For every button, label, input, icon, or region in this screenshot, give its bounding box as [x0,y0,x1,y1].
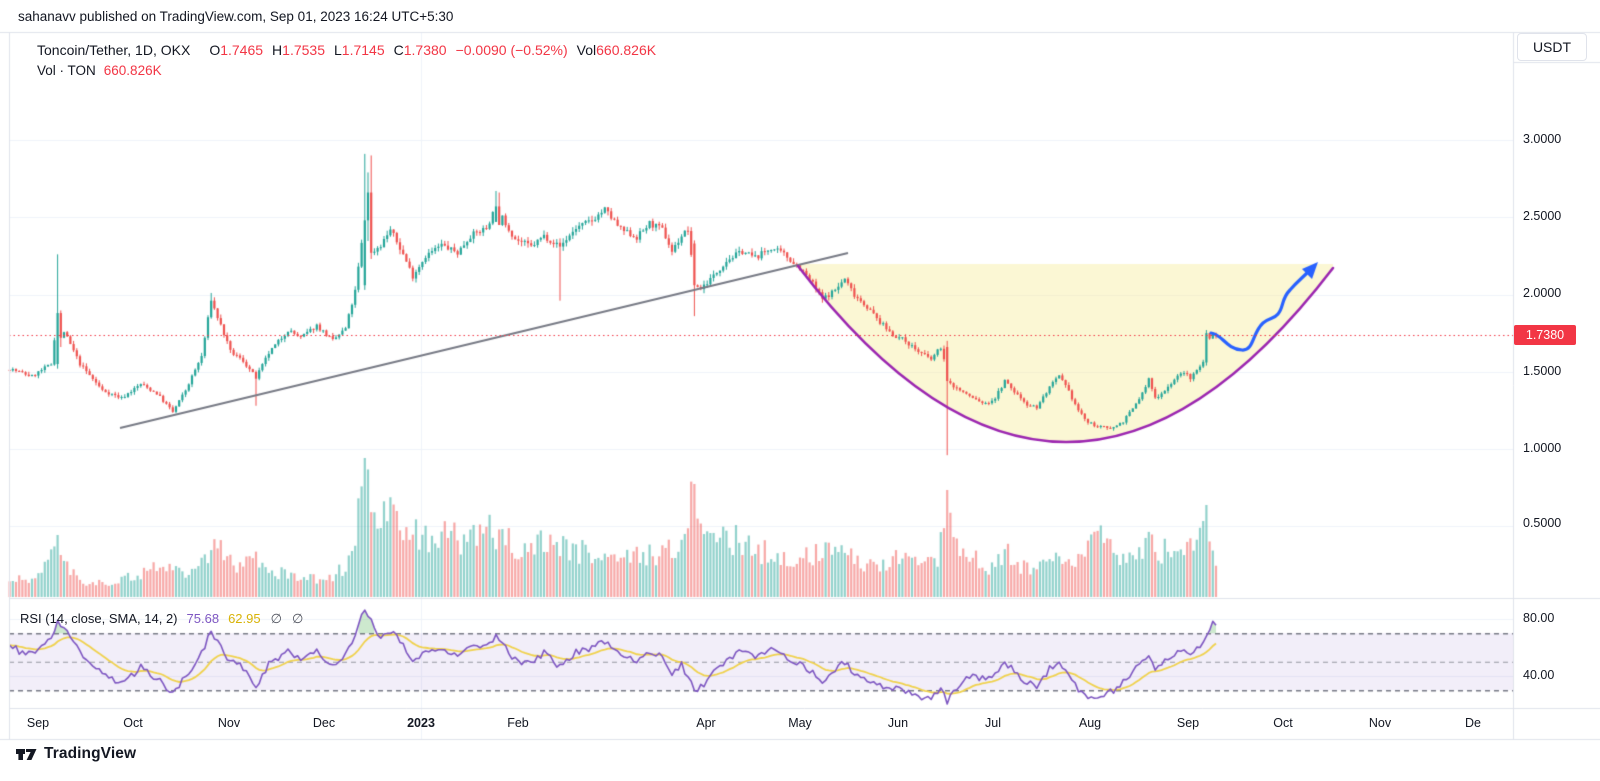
close-label: C [393,42,404,58]
current-price-badge: 1.7380 [1514,325,1576,345]
time-axis-label: Jul [985,716,1001,730]
volume-label: Vol [576,42,597,58]
time-axis-label: Apr [696,716,716,730]
time-axis-label: Oct [1273,716,1293,730]
time-axis-label: De [1465,716,1481,730]
time-axis-label: Nov [1368,716,1392,730]
rsi-axis-label: 40.00 [1523,668,1555,682]
price-axis-label: 3.0000 [1523,132,1562,146]
rsi-value: 75.68 [186,611,220,626]
time-axis-label: Jun [887,716,909,730]
low-label: L [333,42,342,58]
rsi-axis-label: 80.00 [1523,611,1555,625]
open-value: 1.7465 [220,42,264,58]
volume-indicator-title: Vol · TON [37,63,96,78]
change-value: −0.0090 (−0.52%) [455,42,568,58]
volume-indicator-legend[interactable]: Vol · TON 660.826K [37,63,162,78]
price-axis-label: 1.0000 [1523,441,1562,455]
time-axis-label: Sep [26,716,50,730]
time-axis-label: Feb [507,716,529,730]
rsi-indicator-title: RSI (14, close, SMA, 14, 2) [20,611,178,626]
low-value: 1.7145 [341,42,385,58]
open-label: O [209,42,221,58]
tradingview-watermark[interactable]: TradingView [16,745,136,763]
tradingview-wordmark: TradingView [44,745,137,762]
time-axis-label: Oct [123,716,143,730]
symbol-title: Toncoin/Tether, 1D, OKX [37,42,191,58]
price-axis-label: 0.5000 [1523,516,1562,530]
time-axis-label: Dec [312,716,336,730]
time-axis-label: Aug [1078,716,1102,730]
rsi-indicator-legend[interactable]: RSI (14, close, SMA, 14, 2) 75.68 62.95 ∅ ∅ [20,611,303,627]
currency-unit-button[interactable]: USDT [1517,33,1587,61]
high-label: H [272,42,283,58]
volume-indicator-value: 660.826K [103,63,162,78]
close-value: 1.7380 [403,42,447,58]
price-axis-label: 2.5000 [1523,209,1562,223]
time-axis-label: Nov [217,716,241,730]
published-attribution: sahanavv published on TradingView.com, S… [18,9,454,24]
rsi-hidden-icon: ∅ [270,611,282,626]
rsi-sma-value: 62.95 [228,611,261,626]
high-value: 1.7535 [282,42,325,58]
price-axis-label: 1.5000 [1523,364,1562,378]
volume-value: 660.826K [596,42,657,58]
price-axis-label: 2.0000 [1523,286,1562,300]
time-axis-label: 2023 [407,716,435,730]
time-axis-label: May [788,716,812,730]
tradingview-logo-icon [16,746,37,763]
symbol-legend[interactable]: Toncoin/Tether, 1D, OKX O1.7465 H1.7535 L1.… [37,42,656,58]
time-axis-label: Sep [1176,716,1200,730]
rsi-hidden-icon: ∅ [291,611,304,626]
